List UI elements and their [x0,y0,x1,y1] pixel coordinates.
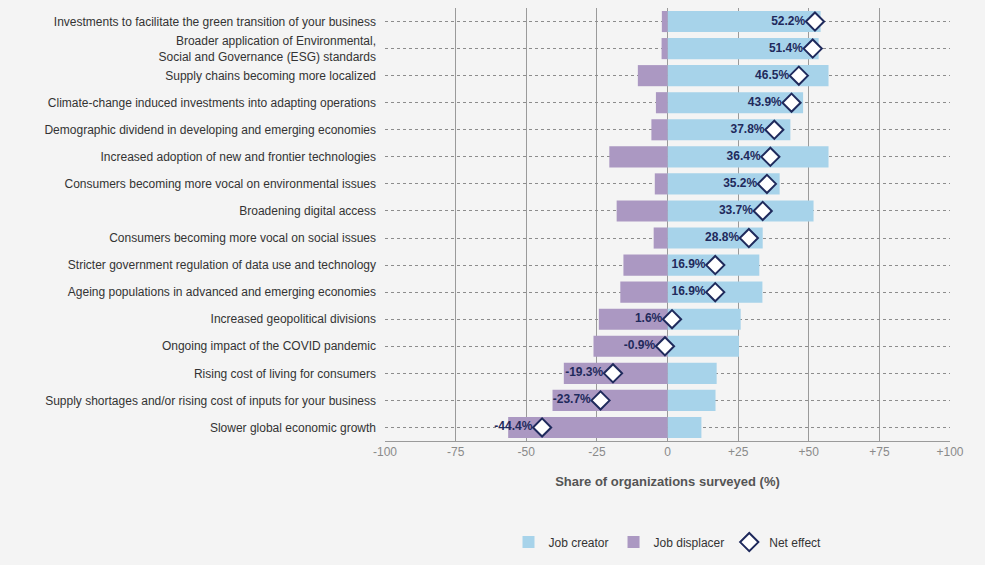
svg-text:36.4%: 36.4% [727,149,761,163]
svg-text:Demographic dividend in develo: Demographic dividend in developing and e… [44,123,376,137]
svg-text:-23.7%: -23.7% [553,392,591,406]
svg-text:28.8%: 28.8% [705,230,739,244]
svg-text:52.2%: 52.2% [771,14,805,28]
svg-text:Ageing populations in advanced: Ageing populations in advanced and emerg… [68,285,376,299]
svg-text:Rising cost of living for cons: Rising cost of living for consumers [194,367,376,381]
svg-text:-100: -100 [373,445,397,459]
svg-text:Supply shortages and/or rising: Supply shortages and/or rising cost of i… [45,394,376,408]
svg-text:Climate-change induced investm: Climate-change induced investments into … [48,96,376,110]
svg-text:37.8%: 37.8% [731,122,765,136]
svg-text:+100: +100 [936,445,963,459]
svg-text:Consumers becoming more vocal: Consumers becoming more vocal on social … [109,231,376,245]
svg-text:43.9%: 43.9% [748,95,782,109]
svg-text:Job displacer: Job displacer [654,536,725,550]
svg-text:1.6%: 1.6% [635,311,663,325]
svg-text:Ongoing impact of the COVID pa: Ongoing impact of the COVID pandemic [162,339,376,353]
svg-text:+75: +75 [869,445,890,459]
svg-text:Investments to facilitate the: Investments to facilitate the green tran… [54,15,376,29]
svg-text:-50: -50 [518,445,536,459]
svg-text:Net effect: Net effect [769,536,821,550]
svg-text:Consumers becoming more vocal: Consumers becoming more vocal on environ… [65,177,376,191]
svg-text:Stricter government regulation: Stricter government regulation of data u… [68,258,376,272]
svg-text:35.2%: 35.2% [723,176,757,190]
svg-text:16.9%: 16.9% [671,284,705,298]
svg-text:Broadening digital access: Broadening digital access [239,204,376,218]
svg-text:Increased geopolitical divisio: Increased geopolitical divisions [211,312,376,326]
svg-text:Slower global economic growth: Slower global economic growth [210,421,376,435]
svg-text:Broader application of Environ: Broader application of Environmental,Soc… [159,34,376,64]
svg-text:-44.4%: -44.4% [494,419,532,433]
svg-text:Share of organizations surveye: Share of organizations surveyed (%) [555,474,780,489]
svg-text:Supply chains becoming more lo: Supply chains becoming more localized [165,69,376,83]
svg-text:-19.3%: -19.3% [565,365,603,379]
svg-text:-25: -25 [588,445,606,459]
svg-text:0: 0 [664,445,671,459]
svg-text:51.4%: 51.4% [769,41,803,55]
svg-text:16.9%: 16.9% [671,257,705,271]
svg-text:-0.9%: -0.9% [624,338,656,352]
svg-text:+25: +25 [728,445,749,459]
svg-text:Job creator: Job creator [549,536,609,550]
svg-text:33.7%: 33.7% [719,203,753,217]
svg-text:46.5%: 46.5% [755,68,789,82]
svg-text:Increased adoption of new and: Increased adoption of new and frontier t… [100,150,376,164]
svg-text:+50: +50 [799,445,820,459]
svg-text:-75: -75 [447,445,465,459]
